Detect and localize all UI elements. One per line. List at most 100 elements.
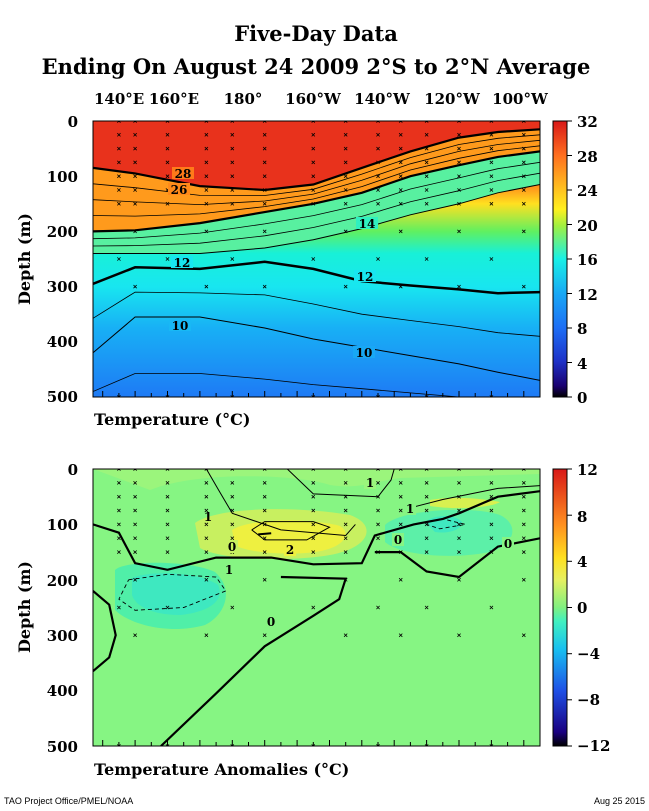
sample-mark (398, 160, 403, 165)
sample-mark (398, 508, 403, 513)
sample-mark (311, 744, 316, 746)
sample-mark (117, 744, 121, 746)
sample-mark (204, 160, 209, 165)
isotherm-line (93, 373, 463, 397)
sample-mark (376, 744, 380, 746)
sample-mark (165, 480, 170, 485)
sample-mark (311, 480, 316, 485)
sample-mark (398, 121, 403, 123)
temperature-colorbar-scale (552, 120, 568, 398)
sample-mark (230, 480, 235, 485)
sample-mark (457, 174, 461, 179)
anomaly-two-contour (251, 521, 331, 541)
temperature-plot-frame (92, 120, 541, 398)
isotherm-line (93, 161, 540, 240)
sample-mark (117, 522, 121, 527)
x-tick-label: 140°W (354, 90, 411, 108)
sample-mark (424, 121, 429, 123)
sample-mark (311, 536, 316, 541)
sample-mark (398, 522, 403, 527)
colorbar-tick-label: −8 (577, 691, 600, 709)
sample-mark (311, 494, 316, 499)
colorbar-tick-label: 8 (577, 320, 587, 338)
sample-mark (133, 536, 137, 541)
sample-mark (262, 132, 267, 137)
sample-mark (165, 469, 170, 471)
sample-mark (457, 633, 461, 638)
sample-mark (204, 121, 209, 123)
sample-mark (424, 550, 429, 554)
sample-mark (343, 508, 348, 513)
sample-mark (204, 550, 209, 554)
colorbar-tick-label: −12 (577, 737, 610, 755)
contour-label: 12 (174, 256, 191, 270)
sample-mark (521, 550, 526, 554)
sample-mark (165, 201, 170, 206)
sample-mark (117, 188, 121, 192)
temperature-y-axis-label: Depth (m) (15, 213, 34, 305)
sample-mark (133, 132, 137, 137)
sample-mark (262, 469, 267, 471)
y-tick-label: 400 (47, 333, 78, 351)
contour-label: 0 (394, 533, 402, 547)
y-tick-label: 0 (68, 113, 78, 131)
sample-mark (311, 522, 316, 527)
sample-mark (262, 201, 267, 206)
temperature-colorbar: 32 28 24 20 16 12 8 4 0 (552, 113, 598, 407)
sample-mark (204, 174, 209, 179)
sample-mark (424, 201, 429, 206)
isotherm-line (93, 291, 540, 337)
sample-mark (424, 188, 429, 192)
sample-mark (204, 229, 209, 234)
sample-mark (165, 536, 170, 541)
sample-mark (457, 508, 461, 513)
sample-mark (376, 257, 380, 261)
sample-mark (117, 550, 121, 554)
sample-mark (376, 395, 380, 397)
sample-mark (376, 188, 380, 192)
sample-mark (165, 550, 170, 554)
sample-mark (204, 494, 209, 499)
sample-mark (262, 536, 267, 541)
x-tick-label: 180° (224, 90, 263, 108)
contour-label: 1 (366, 476, 374, 490)
y-tick-label: 0 (68, 461, 78, 479)
sample-mark (230, 201, 235, 206)
sample-mark (457, 188, 461, 192)
sample-mark (521, 160, 526, 165)
anomaly-contours (93, 469, 540, 746)
colorbar-tick-label: 24 (577, 182, 598, 200)
x-tick-label: 120°W (424, 90, 481, 108)
chart-title: Five-Day Data (234, 21, 398, 46)
anomaly-contour-labels: 1 1 1 0 2 0 0 0 1 (204, 476, 514, 629)
sample-mark (457, 480, 461, 485)
anomaly-data-marks (117, 469, 526, 746)
chart-subtitle: Ending On August 24 2009 2°S to 2°N Aver… (42, 54, 591, 79)
sample-mark (376, 536, 380, 541)
sample-mark (311, 160, 316, 165)
sample-mark (376, 121, 380, 123)
sample-mark (457, 160, 461, 165)
temperature-band-20-14 (93, 151, 540, 254)
sample-mark (117, 160, 121, 165)
sample-mark (376, 201, 380, 206)
anomaly-region-plus2 (232, 520, 346, 554)
isotherm-20-line (93, 150, 540, 233)
sample-mark (457, 550, 461, 554)
sample-mark (230, 522, 235, 527)
sample-mark (133, 494, 137, 499)
anomaly-y-tick-labels: 0 100 200 300 400 500 (47, 461, 78, 756)
anomaly-colorbar: 12 8 4 0 −4 −8 −12 (552, 461, 610, 755)
anomaly-colorbar-scale (552, 468, 568, 747)
sample-mark (311, 257, 316, 261)
sample-mark (133, 633, 137, 638)
sample-mark (133, 469, 137, 471)
sample-mark (489, 121, 494, 123)
sample-mark (311, 201, 316, 206)
contour-label: 0 (228, 540, 236, 554)
isotherm-10-line (93, 316, 540, 381)
sample-mark (204, 146, 209, 151)
x-tick-labels: 140°E 160°E 180° 160°W 140°W 120°W 100°W (94, 90, 549, 108)
contour-label: 1 (204, 510, 212, 524)
sample-mark (117, 605, 121, 610)
